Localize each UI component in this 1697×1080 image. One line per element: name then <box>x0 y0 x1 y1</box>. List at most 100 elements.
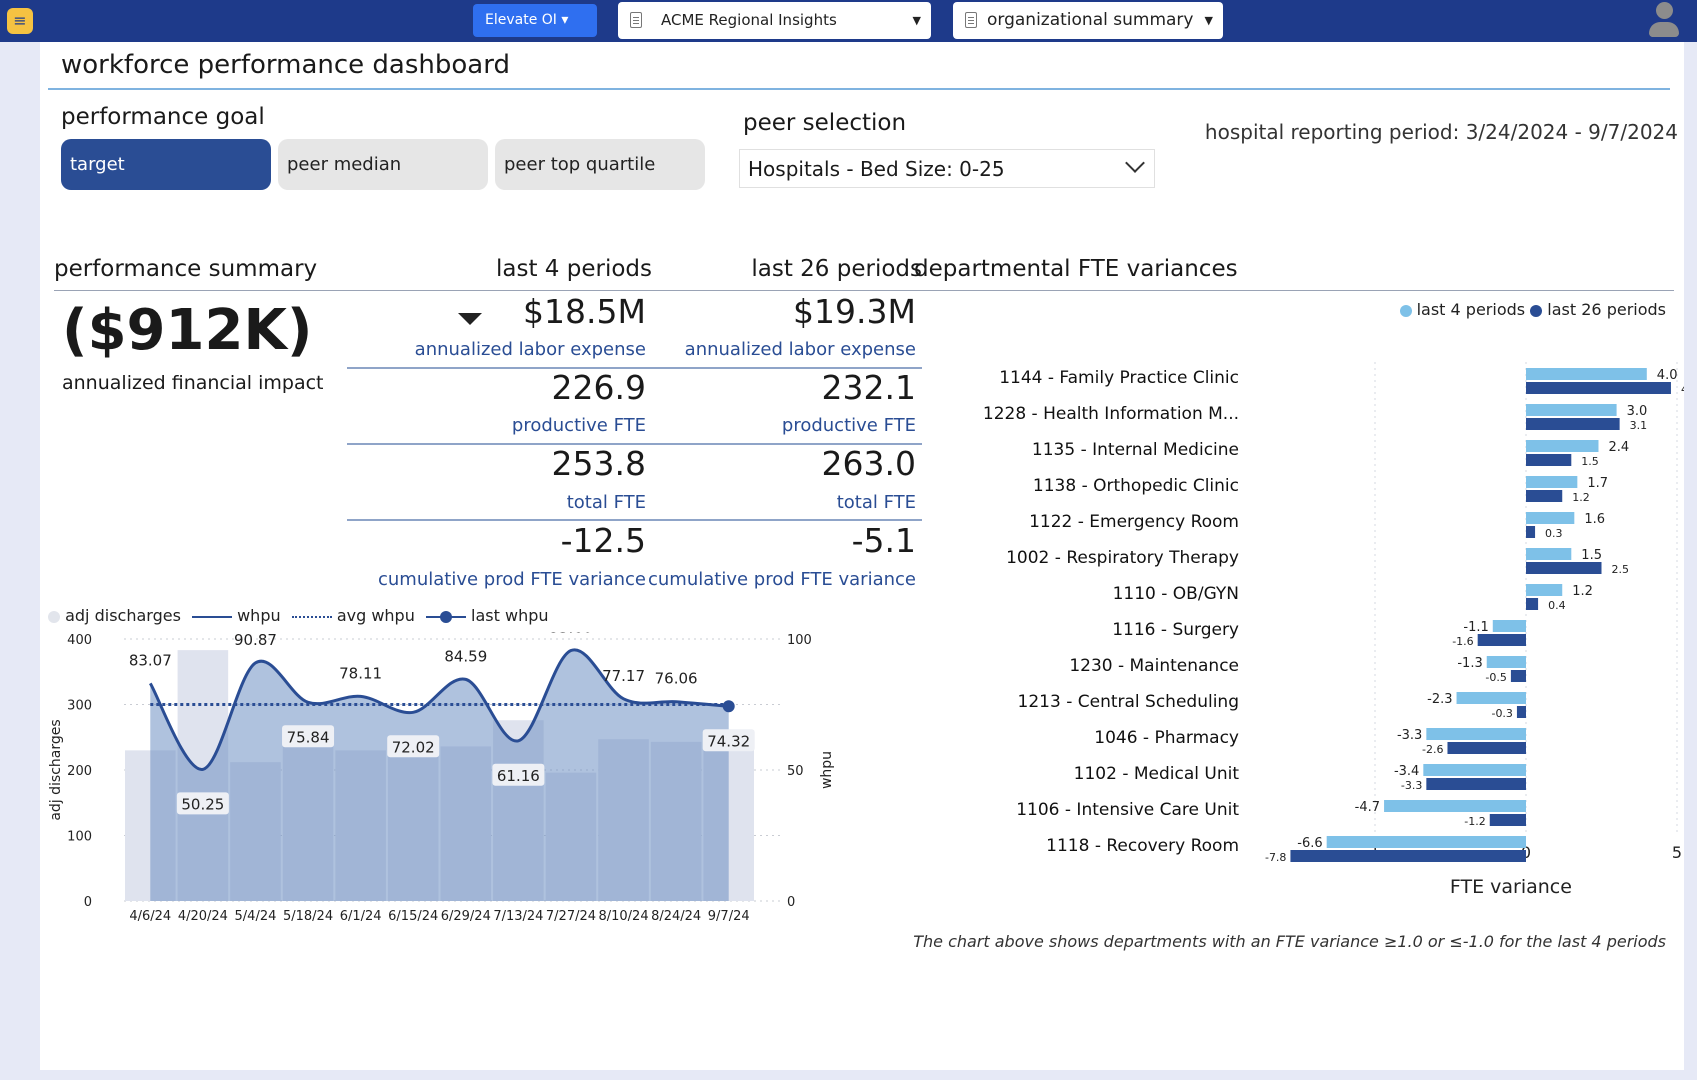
metric-productive-fte-4: 226.9 <box>551 368 646 407</box>
summary-header-divider <box>54 290 922 291</box>
y-left-axis-label: adj discharges <box>48 719 64 820</box>
app-selector-button[interactable]: Elevate OI ▾ <box>473 4 597 37</box>
bar-last-26 <box>1477 634 1526 646</box>
bar-last-26 <box>1526 418 1620 430</box>
bar-last-26 <box>1510 670 1526 682</box>
category-label: 1135 - Internal Medicine <box>1032 440 1239 460</box>
bar-last-26 <box>1290 850 1526 862</box>
bar-value-label: -3.3 <box>1401 779 1422 792</box>
legend-label-whpu: whpu <box>237 606 281 625</box>
last-4-periods-header: last 4 periods <box>496 256 652 282</box>
metric-divider <box>347 443 922 445</box>
financial-impact-label: annualized financial impact <box>62 372 324 394</box>
metric-productive-fte-26: 232.1 <box>821 368 916 407</box>
whpu-data-label: 76.06 <box>655 670 698 688</box>
menu-icon[interactable]: ≡ <box>7 8 33 34</box>
bar-last-26 <box>1526 382 1671 394</box>
view-selector-label: organizational summary <box>987 10 1194 30</box>
metric-prod-fte-variance-4: -12.5 <box>560 521 646 560</box>
combo-chart-legend: adj discharges whpu avg whpu last whpu <box>48 606 549 625</box>
bar-last-4 <box>1526 548 1572 560</box>
performance-goal-label: performance goal <box>61 104 265 130</box>
report-selector[interactable]: ACME Regional Insights ▼ <box>618 2 931 39</box>
peer-selection-label: peer selection <box>743 110 907 136</box>
user-avatar-icon[interactable] <box>1647 2 1681 38</box>
category-label: 1002 - Respiratory Therapy <box>1006 548 1239 568</box>
bar-last-26 <box>1526 490 1563 502</box>
metric-labor-expense-26: $19.3M <box>793 292 916 331</box>
x-tick-label: 5 <box>1672 843 1682 862</box>
x-tick-label: 9/7/24 <box>708 909 750 924</box>
bar-last-26 <box>1526 562 1602 574</box>
bar-last-4 <box>1492 620 1526 632</box>
legend-swatch-discharges <box>48 610 60 623</box>
goal-target-button[interactable]: target <box>61 139 271 190</box>
bar-last-4 <box>1384 800 1526 812</box>
bar-value-label: 4.8 <box>1681 383 1684 396</box>
chevron-down-icon <box>1125 153 1145 173</box>
goal-peer-median-button[interactable]: peer median <box>278 139 488 190</box>
y-left-tick-label: 200 <box>67 764 92 779</box>
bar-last-26 <box>1526 526 1536 538</box>
x-tick-label: 6/15/24 <box>388 909 438 924</box>
financial-impact-value: ($912K) <box>62 298 313 363</box>
document-icon <box>965 12 977 28</box>
whpu-data-label: 90.87 <box>234 632 277 649</box>
metric-labor-expense-4: $18.5M <box>523 292 646 331</box>
bar-value-label: 1.5 <box>1581 548 1602 563</box>
title-divider <box>48 88 1670 90</box>
top-bar: ≡ Elevate OI ▾ ACME Regional Insights ▼ … <box>0 0 1697 42</box>
metric-label: annualized labor expense <box>414 339 646 360</box>
fte-chart-footnote: The chart above shows departments with a… <box>913 932 1666 951</box>
bar-last-26 <box>1526 454 1572 466</box>
category-label: 1110 - OB/GYN <box>1113 584 1239 604</box>
bar-value-label: -7.8 <box>1265 851 1286 864</box>
category-label: 1144 - Family Practice Clinic <box>999 368 1239 388</box>
whpu-label-bg <box>176 792 229 815</box>
y-right-axis-label: whpu <box>819 751 835 789</box>
bar-value-label: 1.2 <box>1572 584 1593 599</box>
bar-last-4 <box>1526 368 1647 380</box>
y-left-tick-label: 400 <box>67 633 92 648</box>
metric-prod-fte-variance-26: -5.1 <box>851 521 916 560</box>
bar-last-4 <box>1326 836 1526 848</box>
whpu-data-label: 50.25 <box>181 795 224 813</box>
category-label: 1228 - Health Information M... <box>983 404 1239 424</box>
bar-value-label: 3.1 <box>1630 419 1648 432</box>
x-tick-label: 4/20/24 <box>178 909 228 924</box>
dashboard-page: workforce performance dashboard performa… <box>40 42 1684 1070</box>
bar-last-4 <box>1426 728 1526 740</box>
chevron-down-icon: ▼ <box>1204 14 1213 27</box>
report-selector-label: ACME Regional Insights <box>661 11 837 29</box>
fte-chart-legend: last 4 periods last 26 periods <box>1399 300 1666 319</box>
whpu-label-bg <box>282 725 335 748</box>
bar-last-4 <box>1456 692 1526 704</box>
x-axis-label: FTE variance <box>1450 876 1572 898</box>
goal-peer-top-quartile-button[interactable]: peer top quartile <box>495 139 705 190</box>
last-whpu-point <box>722 700 735 713</box>
bar-value-label: 0.3 <box>1545 527 1563 540</box>
bar-last-4 <box>1526 584 1563 596</box>
bar-value-label: 2.4 <box>1608 440 1629 455</box>
category-label: 1118 - Recovery Room <box>1046 836 1239 856</box>
peer-selection-value: Hospitals - Bed Size: 0-25 <box>748 157 1005 181</box>
bar-value-label: -1.2 <box>1464 815 1485 828</box>
x-tick-label: 4/6/24 <box>129 909 171 924</box>
metric-total-fte-4: 253.8 <box>551 444 646 483</box>
bar-value-label: -4.7 <box>1355 800 1380 815</box>
fte-header-divider <box>908 290 1674 291</box>
whpu-data-label: 77.17 <box>602 667 645 685</box>
whpu-label-bg <box>492 763 545 786</box>
fte-variances-title: departmental FTE variances <box>914 256 1238 282</box>
trend-down-icon <box>458 313 482 325</box>
bar-last-26 <box>1489 814 1526 826</box>
bar-last-4 <box>1526 476 1578 488</box>
bar-value-label: 3.0 <box>1627 404 1648 419</box>
peer-selection-dropdown[interactable]: Hospitals - Bed Size: 0-25 <box>739 149 1155 188</box>
x-tick-label: 7/27/24 <box>546 909 596 924</box>
bar-last-4 <box>1526 512 1575 524</box>
view-selector[interactable]: organizational summary ▼ <box>953 2 1223 39</box>
whpu-area <box>150 649 729 901</box>
metric-label: cumulative prod FTE variance <box>378 569 646 590</box>
